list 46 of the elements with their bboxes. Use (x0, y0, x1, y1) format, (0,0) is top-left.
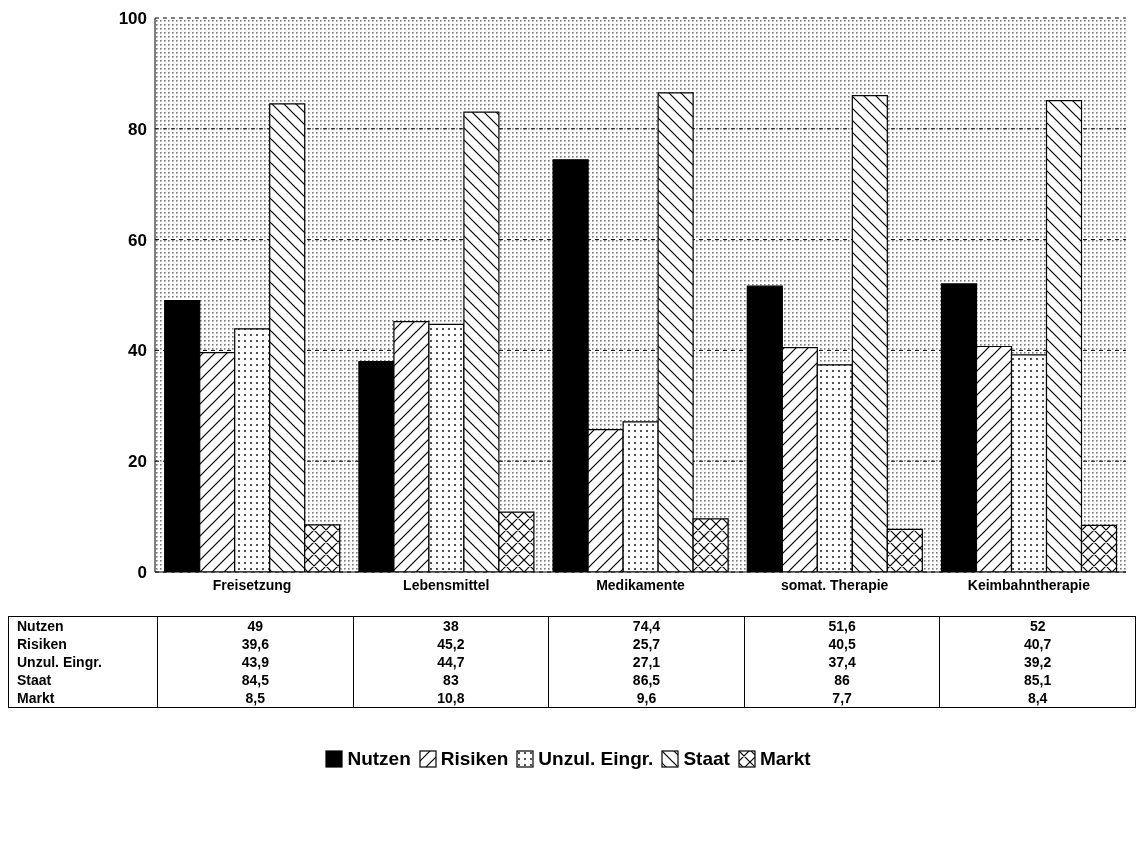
text: Staat (17, 672, 52, 688)
data-label: 40,7 (939, 635, 1136, 653)
x-tick-label: Lebensmittel (403, 576, 490, 593)
data-label: 10,8 (353, 689, 549, 708)
data-label: 45,2 (353, 635, 549, 653)
x-tick-label: Freisetzung (212, 576, 292, 593)
y-tick-label: 40 (128, 341, 147, 361)
data-label: 40,5 (744, 635, 940, 653)
data-label: 51,6 (744, 616, 940, 635)
data-label: 27,1 (548, 653, 745, 671)
data-label: 39,2 (939, 653, 1136, 671)
data-label: 8,4 (939, 689, 1136, 708)
data-label: 7,7 (744, 689, 940, 708)
data-label: 9,6 (548, 689, 745, 708)
x-tick-label: Medikamente (596, 576, 686, 593)
legend-label: Staat (683, 748, 730, 770)
data-label: 86 (744, 671, 940, 689)
x-tick-label: Keimbahntherapie (967, 576, 1091, 593)
legend-label: Unzul. Eingr. (538, 748, 654, 770)
x-tick-label: somat. Therapie (781, 576, 889, 593)
legend-label: Nutzen (347, 748, 411, 770)
y-tick-label: 80 (128, 119, 147, 139)
text: Nutzen (17, 618, 64, 634)
data-label: 25,7 (548, 635, 745, 653)
data-label: 39,6 (157, 635, 354, 653)
legend-label: Risiken (440, 748, 509, 770)
data-label: 43,9 (157, 653, 354, 671)
data-label: 86,5 (548, 671, 745, 689)
data-label: 52 (939, 616, 1136, 635)
data-label: 85,1 (939, 671, 1136, 689)
text: Risiken (17, 636, 67, 652)
y-tick-label: 60 (128, 230, 147, 250)
text: Markt (17, 690, 55, 706)
data-label: 74,4 (548, 616, 745, 635)
legend-label: Markt (759, 748, 811, 770)
data-label: 44,7 (353, 653, 549, 671)
data-label: 37,4 (744, 653, 940, 671)
data-label: 84,5 (157, 671, 354, 689)
data-label: 83 (353, 671, 549, 689)
y-tick-label: 20 (128, 452, 147, 472)
text: Unzul. Eingr. (17, 654, 102, 670)
data-label: 49 (157, 616, 354, 635)
data-label: 38 (353, 616, 549, 635)
y-tick-label: 0 (137, 563, 147, 583)
data-label: 8,5 (157, 689, 354, 708)
y-tick-label: 100 (118, 9, 147, 29)
